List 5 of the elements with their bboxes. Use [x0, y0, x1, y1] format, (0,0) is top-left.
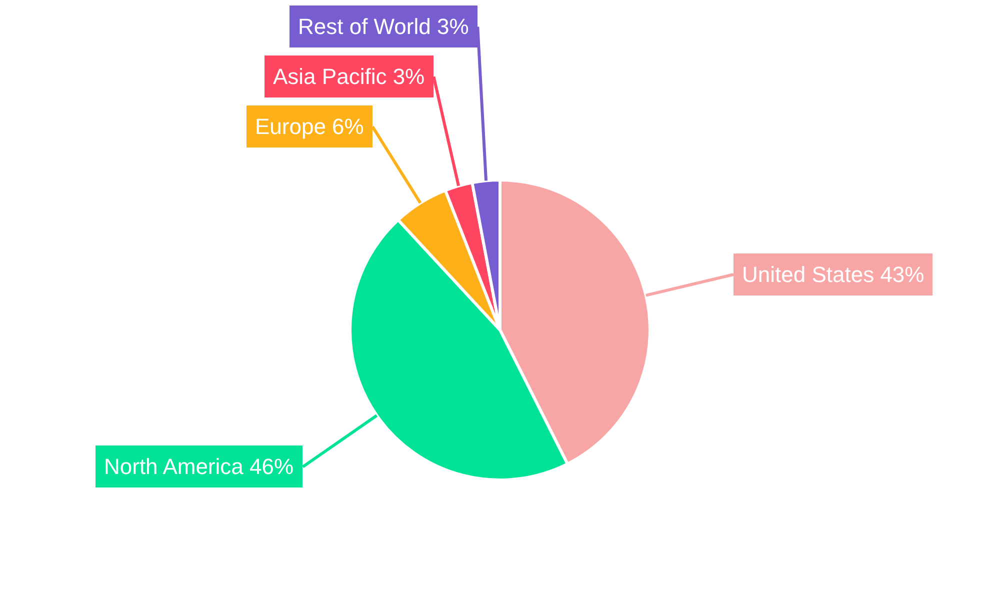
slice-label: Europe 6%: [255, 114, 364, 139]
slice-label: United States 43%: [742, 262, 924, 287]
slice-label: Rest of World 3%: [298, 14, 469, 39]
slice-label: Asia Pacific 3%: [273, 64, 425, 89]
slice-label: North America 46%: [104, 454, 294, 479]
